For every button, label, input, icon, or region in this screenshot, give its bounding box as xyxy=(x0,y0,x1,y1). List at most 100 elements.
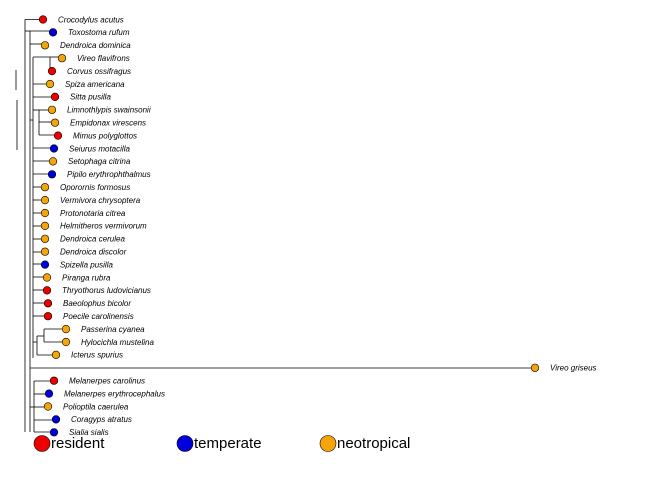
tip-crocodylus-acutus: Crocodylus acutus xyxy=(38,15,124,24)
tip-marker xyxy=(42,273,52,282)
tip-spizella-pusilla: Spizella pusilla xyxy=(40,260,113,269)
tip-label: Piranga rubra xyxy=(62,273,111,282)
tip-label: Coragyps atratus xyxy=(71,415,132,424)
tip-label: Vireo flavifrons xyxy=(77,54,130,63)
tip-marker xyxy=(40,208,50,218)
tip-pipilo-erythrophthalmus: Pipilo erythrophthalmus xyxy=(47,170,151,179)
tip-label: Melanerpes erythrocephalus xyxy=(64,389,165,398)
tip-marker xyxy=(47,105,57,114)
tip-marker xyxy=(43,312,53,321)
tip-poecile-carolinensis: Poecile carolinensis xyxy=(43,312,134,321)
tip-piranga-rubra: Piranga rubra xyxy=(42,273,111,282)
tip-marker xyxy=(61,325,71,334)
legend-marker xyxy=(319,435,337,452)
tip-label: Mimus polyglottos xyxy=(73,131,137,140)
tip-marker xyxy=(49,144,59,153)
tip-label: Empidonax virescens xyxy=(70,119,146,128)
tip-label: Sitta pusilla xyxy=(70,93,111,102)
tip-empidonax-virescens: Empidonax virescens xyxy=(50,118,146,128)
tip-label: Poecile carolinensis xyxy=(63,312,134,321)
tip-melanerpes-carolinus: Melanerpes carolinus xyxy=(49,376,145,386)
tip-label: Vermivora chrysoptera xyxy=(60,196,141,205)
tip-marker xyxy=(49,428,59,437)
legend-item-neotropical: neotropical xyxy=(319,435,410,452)
tip-label: Sialia sialis xyxy=(69,428,109,437)
tip-marker xyxy=(51,350,61,360)
tip-baeolophus-bicolor: Baeolophus bicolor xyxy=(43,299,131,308)
tip-label: Melanerpes carolinus xyxy=(69,377,145,386)
tip-label: Vireo griseus xyxy=(550,364,597,373)
tip-label: Limnothlypis swainsonii xyxy=(67,106,151,115)
tip-setophaga-citrina: Setophaga citrina xyxy=(48,157,131,166)
tip-marker xyxy=(45,79,55,89)
tip-label: Crocodylus acutus xyxy=(58,15,124,24)
tip-marker xyxy=(49,376,59,385)
tip-label: Dendroica dominica xyxy=(60,41,131,50)
legend-label: temperate xyxy=(194,435,262,452)
tip-marker xyxy=(40,234,50,243)
tip-thryothorus-ludovicianus: Thryothorus ludovicianus xyxy=(42,286,151,295)
tip-label: Protonotaria citrea xyxy=(60,209,126,218)
tip-marker xyxy=(61,337,71,347)
tip-label: Passerina cyanea xyxy=(81,325,145,334)
tip-label: Seiurus motacilla xyxy=(69,144,130,153)
legend-item-temperate: temperate xyxy=(176,435,262,452)
legend-marker xyxy=(33,435,51,452)
tip-helmitheros-vermivorum: Helmitheros vermivorum xyxy=(40,221,147,231)
tip-marker xyxy=(40,41,50,50)
tip-marker xyxy=(43,299,53,308)
tip-marker xyxy=(53,131,63,140)
tip-label: Spiza americana xyxy=(65,80,125,89)
tip-limnothlypis-swainsonii: Limnothlypis swainsonii xyxy=(47,105,151,115)
tip-marker xyxy=(530,363,540,372)
tree-tips: Crocodylus acutus Toxostoma rufum Dendroic… xyxy=(38,15,597,437)
tip-marker xyxy=(42,286,52,295)
tip-dendroica-dominica: Dendroica dominica xyxy=(40,41,131,50)
tip-marker xyxy=(40,247,50,256)
tip-marker xyxy=(48,28,58,37)
tip-label: Icterus spurius xyxy=(71,351,123,360)
tip-label: Oporornis formosus xyxy=(60,183,130,192)
tip-toxostoma-rufum: Toxostoma rufum xyxy=(48,28,130,37)
tip-marker xyxy=(47,66,57,76)
tip-dendroica-cerulea: Dendroica cerulea xyxy=(40,234,125,244)
tip-vireo-griseus: Vireo griseus xyxy=(530,363,597,373)
tip-dendroica-discolor: Dendroica discolor xyxy=(40,247,127,257)
tip-label: Thryothorus ludovicianus xyxy=(62,286,151,295)
tip-label: Dendroica cerulea xyxy=(60,235,125,244)
tip-label: Baeolophus bicolor xyxy=(63,299,131,308)
legend-item-resident: resident xyxy=(33,435,105,452)
tip-marker xyxy=(57,54,67,63)
tip-marker xyxy=(40,196,50,205)
tip-marker xyxy=(40,221,50,230)
tip-marker xyxy=(43,402,53,411)
tip-coragyps-atratus: Coragyps atratus xyxy=(51,415,132,424)
tip-mimus-polyglottos: Mimus polyglottos xyxy=(53,131,137,140)
tip-sitta-pusilla: Sitta pusilla xyxy=(50,93,111,102)
tip-corvus-ossifragus: Corvus ossifragus xyxy=(47,66,131,76)
tip-sialia-sialis: Sialia sialis xyxy=(49,428,109,437)
tip-oporornis-formosus: Oporornis formosus xyxy=(40,183,130,192)
legend-label: resident xyxy=(51,435,105,452)
tip-marker xyxy=(40,260,50,269)
tip-label: Pipilo erythrophthalmus xyxy=(67,170,151,179)
legend: resident temperate neotropical xyxy=(33,435,410,452)
tip-label: Hylocichla mustelina xyxy=(81,338,154,347)
tip-marker xyxy=(48,157,58,166)
tip-protonotaria-citrea: Protonotaria citrea xyxy=(40,208,126,218)
tip-seiurus-motacilla: Seiurus motacilla xyxy=(49,144,130,153)
tip-marker xyxy=(51,415,61,424)
tip-label: Helmitheros vermivorum xyxy=(60,222,147,231)
legend-marker xyxy=(176,435,194,452)
tip-label: Corvus ossifragus xyxy=(67,67,131,76)
tip-label: Toxostoma rufum xyxy=(68,28,130,37)
tip-vireo-flavifrons: Vireo flavifrons xyxy=(57,54,130,63)
tip-label: Setophaga citrina xyxy=(68,157,131,166)
tip-marker xyxy=(50,118,60,127)
tip-marker xyxy=(47,170,57,179)
tip-marker xyxy=(44,389,54,398)
tip-label: Dendroica discolor xyxy=(60,248,127,257)
tip-label: Spizella pusilla xyxy=(60,260,113,269)
tip-marker xyxy=(40,183,50,192)
